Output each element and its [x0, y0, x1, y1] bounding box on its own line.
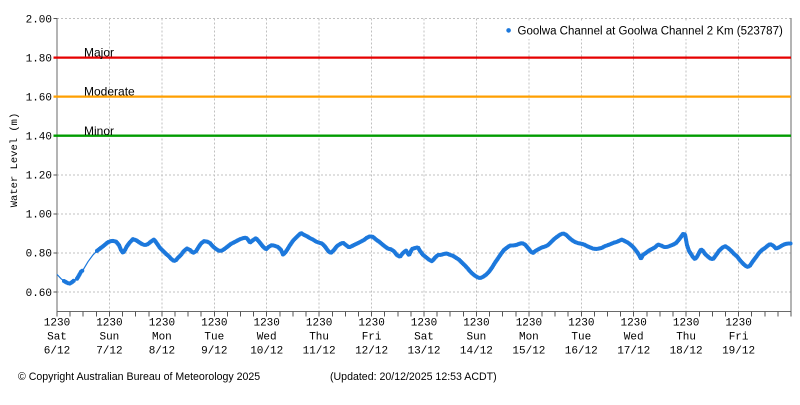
svg-text:Thu: Thu	[676, 332, 696, 344]
svg-text:1.80: 1.80	[26, 53, 52, 65]
svg-text:1230: 1230	[568, 318, 594, 330]
svg-text:Moderate: Moderate	[84, 85, 135, 99]
svg-text:1230: 1230	[673, 318, 699, 330]
svg-text:1230: 1230	[44, 318, 70, 330]
svg-text:Mon: Mon	[519, 332, 539, 344]
svg-text:1230: 1230	[725, 318, 751, 330]
svg-text:1230: 1230	[411, 318, 437, 330]
svg-text:Wed: Wed	[624, 332, 644, 344]
svg-text:Goolwa Channel at Goolwa Chann: Goolwa Channel at Goolwa Channel 2 Km (5…	[518, 26, 783, 38]
svg-text:1.40: 1.40	[26, 132, 52, 144]
svg-text:1230: 1230	[306, 318, 332, 330]
svg-text:Sat: Sat	[414, 332, 434, 344]
svg-text:19/12: 19/12	[722, 346, 755, 358]
svg-text:Wed: Wed	[257, 332, 277, 344]
svg-text:© Copyright Australian Bureau: © Copyright Australian Bureau of Meteoro…	[18, 371, 260, 383]
svg-text:2.00: 2.00	[26, 14, 52, 26]
svg-text:Tue: Tue	[204, 332, 224, 344]
svg-text:1230: 1230	[620, 318, 646, 330]
svg-text:1230: 1230	[201, 318, 227, 330]
svg-text:Fri: Fri	[362, 332, 382, 344]
svg-text:0.60: 0.60	[26, 288, 52, 300]
svg-text:(Updated: 20/12/2025 12:53 ACD: (Updated: 20/12/2025 12:53 ACDT)	[330, 371, 497, 383]
svg-text:Minor: Minor	[84, 124, 114, 138]
svg-text:1230: 1230	[149, 318, 175, 330]
svg-text:16/12: 16/12	[565, 346, 598, 358]
svg-text:12/12: 12/12	[355, 346, 388, 358]
svg-text:Fri: Fri	[729, 332, 749, 344]
svg-text:1230: 1230	[253, 318, 279, 330]
svg-text:Tue: Tue	[571, 332, 591, 344]
svg-text:15/12: 15/12	[512, 346, 545, 358]
svg-text:18/12: 18/12	[670, 346, 703, 358]
svg-text:14/12: 14/12	[460, 346, 493, 358]
svg-text:1.60: 1.60	[26, 92, 52, 104]
svg-text:Sun: Sun	[466, 332, 486, 344]
svg-text:1230: 1230	[463, 318, 489, 330]
svg-text:1230: 1230	[516, 318, 542, 330]
svg-text:Sun: Sun	[99, 332, 119, 344]
svg-text:8/12: 8/12	[149, 346, 175, 358]
svg-text:6/12: 6/12	[44, 346, 70, 358]
svg-text:Major: Major	[84, 46, 114, 60]
svg-text:Sat: Sat	[47, 332, 67, 344]
svg-text:17/12: 17/12	[617, 346, 650, 358]
svg-text:Mon: Mon	[152, 332, 172, 344]
svg-text:1230: 1230	[358, 318, 384, 330]
svg-text:11/12: 11/12	[303, 346, 336, 358]
svg-text:1230: 1230	[96, 318, 122, 330]
svg-text:7/12: 7/12	[96, 346, 122, 358]
svg-text:1.20: 1.20	[26, 171, 52, 183]
svg-text:0.80: 0.80	[26, 249, 52, 261]
svg-text:10/12: 10/12	[250, 346, 283, 358]
svg-text:Thu: Thu	[309, 332, 329, 344]
svg-text:1.00: 1.00	[26, 210, 52, 222]
svg-text:13/12: 13/12	[407, 346, 440, 358]
svg-text:9/12: 9/12	[201, 346, 227, 358]
svg-text:Water Level (m): Water Level (m)	[9, 113, 21, 208]
